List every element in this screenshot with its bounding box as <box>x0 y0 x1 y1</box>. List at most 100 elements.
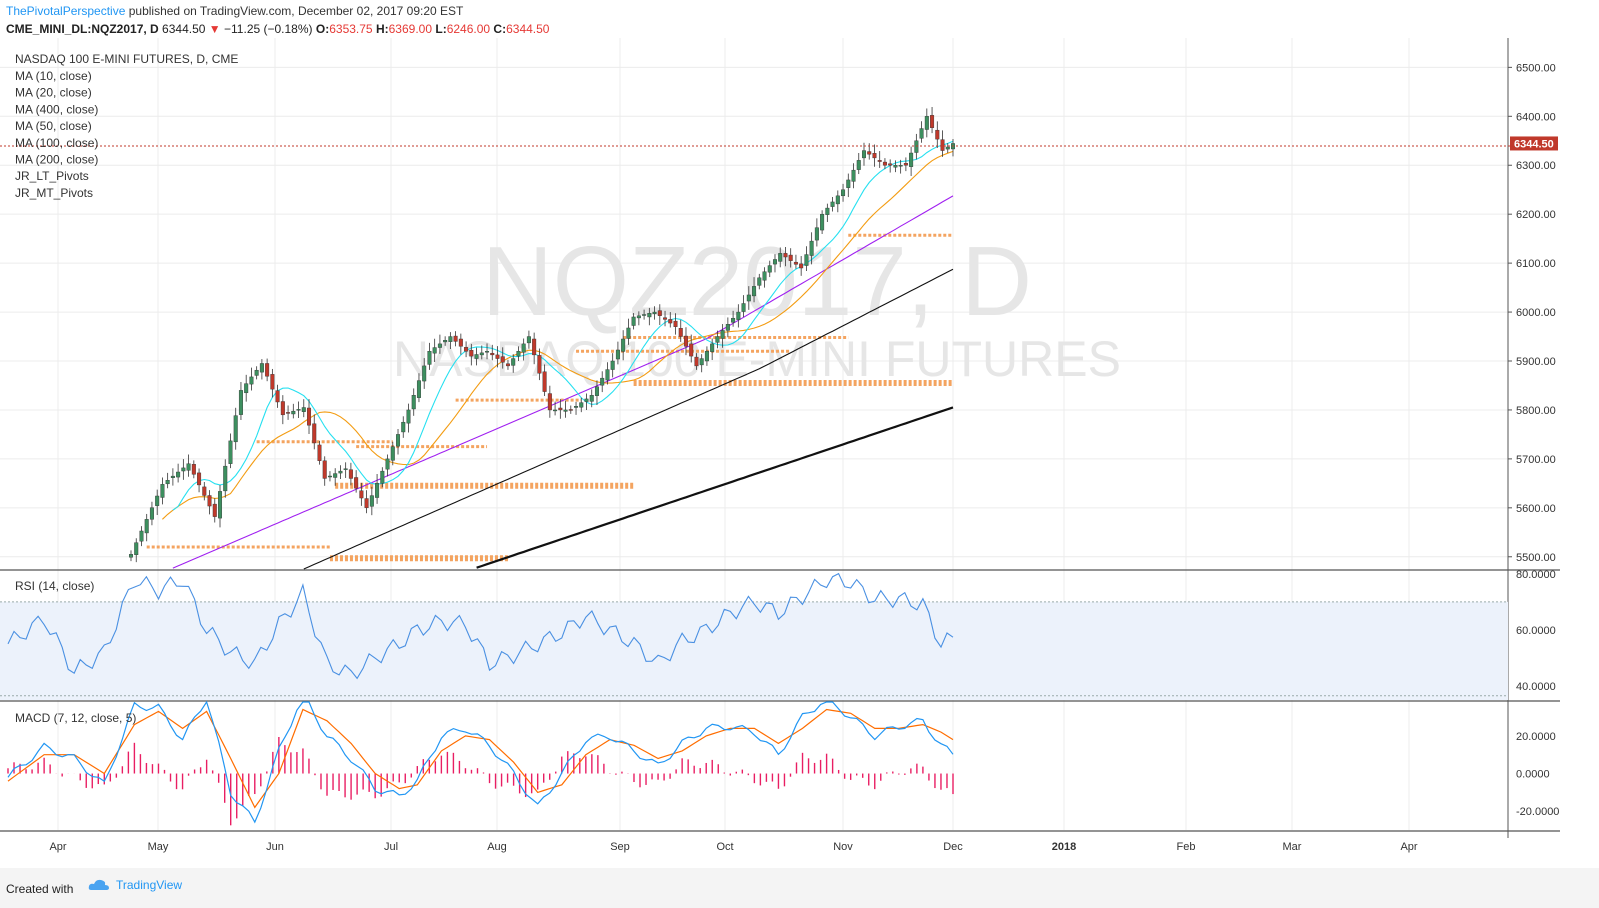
candle-body <box>825 207 830 215</box>
candle <box>322 456 327 486</box>
down-arrow-icon: ▼ <box>208 22 221 36</box>
candle-body <box>359 490 364 499</box>
cloud-logo-icon <box>88 879 109 890</box>
candle-body <box>647 313 652 318</box>
candle-body <box>165 480 170 485</box>
candle <box>338 465 343 479</box>
candle <box>448 332 453 350</box>
candle-body <box>249 376 254 385</box>
candle-body <box>673 320 678 327</box>
rsi-tick-label: 60.0000 <box>1516 625 1556 637</box>
candle-body <box>422 365 427 382</box>
ma200-line <box>476 406 954 569</box>
price-tag-label: 6344.50 <box>1514 138 1554 150</box>
candle <box>694 353 699 370</box>
candle <box>741 295 746 317</box>
candlesticks <box>128 107 956 563</box>
candle-body <box>464 347 469 352</box>
candle <box>788 248 793 268</box>
publisher-link[interactable]: ThePivotalPerspective <box>6 4 126 18</box>
price-tick-label: 5500.00 <box>1516 552 1556 564</box>
candle <box>490 344 495 361</box>
candle <box>757 273 762 290</box>
candle <box>186 454 191 477</box>
candle <box>584 393 589 410</box>
candle-body <box>458 338 463 347</box>
candle-body <box>448 336 453 342</box>
candle <box>317 441 322 465</box>
candle-body <box>396 434 401 447</box>
time-tick-label: Dec <box>943 841 963 853</box>
candle <box>516 346 521 362</box>
candle-body <box>683 335 688 347</box>
candle-body <box>861 150 866 159</box>
candle-body <box>788 254 793 261</box>
candle-body <box>909 152 914 167</box>
candle <box>385 454 390 477</box>
candle-body <box>369 495 374 507</box>
candle <box>762 267 767 288</box>
candle-body <box>296 409 301 411</box>
candle <box>589 389 594 408</box>
candle-body <box>694 356 699 367</box>
candle <box>139 526 144 547</box>
candle-body <box>631 316 636 326</box>
candle <box>579 397 584 413</box>
candle-body <box>427 351 432 365</box>
candle-body <box>348 469 353 479</box>
chart-canvas[interactable]: NQZ2017, D NASDAQ 100 E-MINI FUTURES 80.… <box>0 38 1599 868</box>
candle <box>547 385 552 418</box>
price-tick-label: 6500.00 <box>1516 62 1556 74</box>
candle-body <box>940 139 945 151</box>
candle-body <box>207 495 212 507</box>
candle <box>767 260 772 278</box>
candle <box>710 338 715 361</box>
rsi-label: RSI (14, close) <box>15 579 94 593</box>
price-change: −11.25 (−0.18%) <box>224 22 313 36</box>
candle <box>286 405 291 420</box>
candle <box>841 183 846 202</box>
macd-line <box>7 700 954 824</box>
price-tick-label: 5900.00 <box>1516 356 1556 368</box>
candle <box>432 338 437 362</box>
candle <box>233 407 238 450</box>
candle-body <box>244 383 249 394</box>
candle <box>218 485 223 528</box>
macd-tick-label: 20.0000 <box>1516 731 1556 743</box>
candle <box>134 538 139 563</box>
candle-body <box>270 374 275 390</box>
candle <box>725 317 730 338</box>
candle-body <box>411 395 416 410</box>
candle <box>437 334 442 354</box>
candle-body <box>343 468 348 470</box>
candle <box>249 367 254 391</box>
candle-body <box>144 519 149 534</box>
candle <box>924 108 929 138</box>
candle-body <box>521 343 526 353</box>
candle-body <box>652 311 657 314</box>
candle-body <box>280 401 285 416</box>
candle <box>746 286 751 310</box>
candle <box>479 345 484 360</box>
candle <box>469 343 474 366</box>
candle <box>416 373 421 403</box>
candle-body <box>783 253 788 258</box>
candle-body <box>479 352 484 356</box>
candle <box>401 416 406 438</box>
candle-body <box>181 467 186 472</box>
candle-body <box>406 409 411 424</box>
candle <box>369 486 374 516</box>
candle-body <box>657 310 662 316</box>
candle-body <box>307 407 312 426</box>
time-tick-label: Jul <box>384 841 398 853</box>
candle-body <box>809 240 814 256</box>
candle-body <box>799 263 804 269</box>
candle-body <box>856 160 861 170</box>
candle-body <box>286 412 291 414</box>
symbol-label[interactable]: CME_MINI_DL:NQZ2017, D <box>6 22 159 36</box>
candle-body <box>600 377 605 386</box>
candle <box>778 247 783 268</box>
candle-body <box>134 542 139 556</box>
legend-item: JR_MT_Pivots <box>15 186 93 200</box>
tradingview-brand[interactable]: TradingView <box>88 878 182 892</box>
